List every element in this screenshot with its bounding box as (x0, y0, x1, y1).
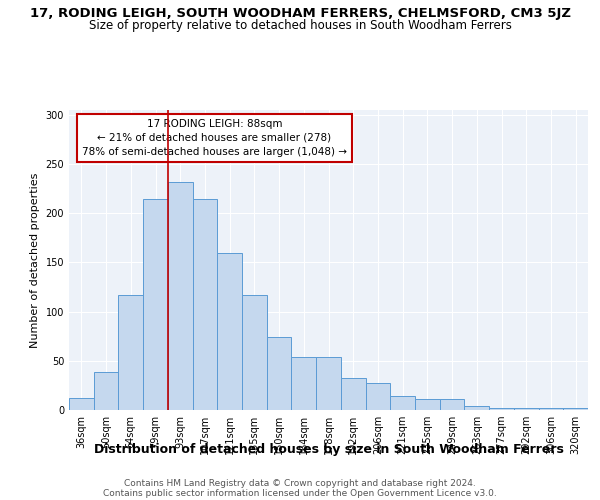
Bar (217, 252, 242, 410)
Bar (69, 398, 94, 410)
Bar (415, 399, 440, 410)
Bar (489, 408, 514, 410)
Bar (539, 408, 563, 410)
Bar (514, 408, 539, 410)
Bar (267, 337, 292, 410)
Text: Contains public sector information licensed under the Open Government Licence v3: Contains public sector information licen… (103, 489, 497, 498)
Y-axis label: Number of detached properties: Number of detached properties (30, 172, 40, 348)
Bar (563, 408, 588, 410)
Text: Size of property relative to detached houses in South Woodham Ferrers: Size of property relative to detached ho… (89, 19, 511, 32)
Bar (440, 399, 464, 410)
Bar (365, 384, 390, 410)
Bar (94, 372, 118, 410)
Bar (168, 182, 193, 410)
Bar (143, 198, 168, 410)
Bar (464, 406, 489, 410)
Bar (118, 295, 143, 410)
Text: 17, RODING LEIGH, SOUTH WOODHAM FERRERS, CHELMSFORD, CM3 5JZ: 17, RODING LEIGH, SOUTH WOODHAM FERRERS,… (29, 8, 571, 20)
Bar (242, 295, 267, 410)
Bar (292, 357, 316, 410)
Text: Distribution of detached houses by size in South Woodham Ferrers: Distribution of detached houses by size … (94, 442, 564, 456)
Bar (316, 357, 341, 410)
Bar (193, 198, 217, 410)
Bar (390, 396, 415, 410)
Bar (341, 378, 365, 410)
Text: 17 RODING LEIGH: 88sqm
← 21% of detached houses are smaller (278)
78% of semi-de: 17 RODING LEIGH: 88sqm ← 21% of detached… (82, 119, 347, 157)
Text: Contains HM Land Registry data © Crown copyright and database right 2024.: Contains HM Land Registry data © Crown c… (124, 479, 476, 488)
